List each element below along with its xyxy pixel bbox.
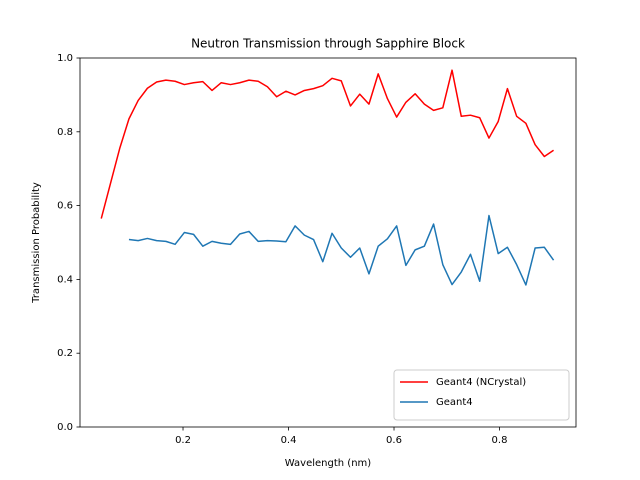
line-series — [128, 214, 555, 286]
plot-frame — [79, 57, 577, 428]
legend-label: Geant4 (NCrystal) — [436, 377, 526, 388]
chart-title: Neutron Transmission through Sapphire Bl… — [191, 37, 465, 51]
x-tick-label: 0.2 — [175, 435, 191, 446]
y-tick-label: 0.4 — [57, 274, 73, 285]
y-tick-label: 0.8 — [57, 127, 73, 138]
legend-label: Geant4 — [436, 397, 473, 408]
y-tick-label: 1.0 — [57, 53, 73, 64]
y-tick-label: 0.2 — [57, 348, 73, 359]
x-tick-label: 0.4 — [281, 435, 297, 446]
y-axis-label: Transmission Probability — [31, 182, 42, 304]
line-series — [100, 69, 555, 219]
x-axis-label: Wavelength (nm) — [285, 458, 371, 469]
x-tick-label: 0.6 — [386, 435, 402, 446]
x-tick-label: 0.8 — [492, 435, 508, 446]
legend-box — [393, 369, 570, 421]
y-tick-label: 0.0 — [57, 422, 73, 433]
y-tick-label: 0.6 — [57, 201, 73, 212]
